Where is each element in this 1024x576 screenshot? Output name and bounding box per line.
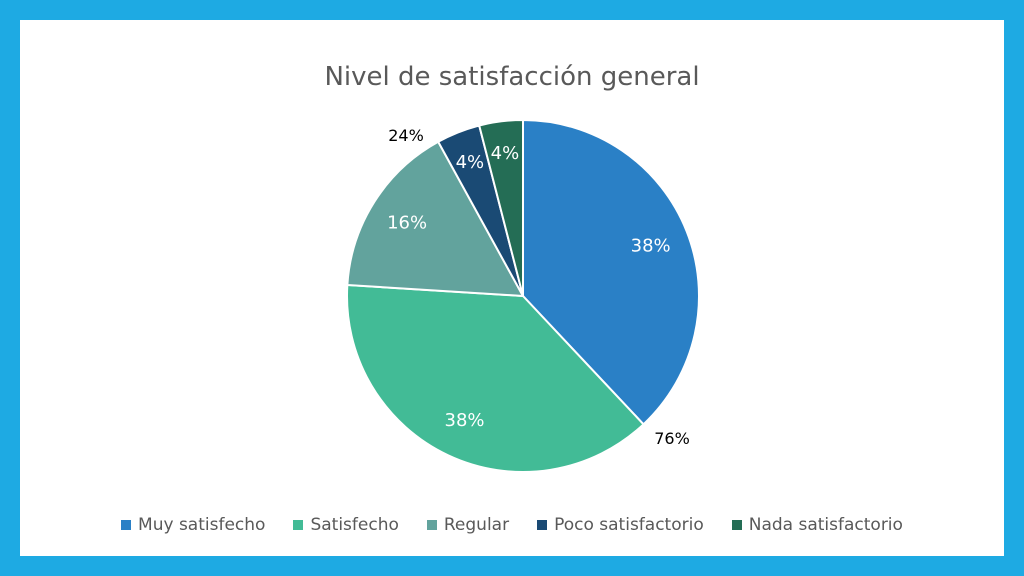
legend-item-0: Muy satisfecho bbox=[121, 515, 265, 535]
pie-slice-1 bbox=[346, 283, 645, 473]
legend-label-3: Poco satisfactorio bbox=[554, 515, 704, 535]
legend-swatch-2 bbox=[426, 520, 437, 530]
slice-data-label-0: 38% bbox=[631, 235, 671, 256]
chart-title: Nivel de satisfacción general bbox=[324, 62, 700, 92]
legend-item-2: Regular bbox=[426, 515, 510, 535]
legend-label-4: Nada satisfactorio bbox=[748, 515, 903, 535]
legend-item-3: Poco satisfactorio bbox=[537, 515, 704, 535]
pie-chart: 38% 38% 16% 4% 4% 76% 24% bbox=[346, 118, 700, 473]
slide-frame: Nivel de satisfacción general 38% 38% 16% 4… bbox=[20, 20, 1004, 556]
chart-legend: Muy satisfecho Satisfecho Regular Poco sati… bbox=[20, 515, 1004, 535]
legend-label-2: Regular bbox=[443, 515, 510, 535]
legend-swatch-4 bbox=[731, 520, 742, 530]
slice-data-label-3: 4% bbox=[456, 152, 485, 173]
slice-data-label-4: 4% bbox=[491, 143, 520, 164]
legend-item-4: Nada satisfactorio bbox=[731, 515, 903, 535]
legend-swatch-0 bbox=[121, 520, 132, 530]
pie-slice-4 bbox=[478, 118, 524, 297]
legend-item-1: Satisfecho bbox=[293, 515, 399, 535]
legend-label-0: Muy satisfecho bbox=[138, 515, 266, 535]
annotation-label-0: 76% bbox=[654, 429, 690, 448]
slice-data-label-1: 38% bbox=[445, 410, 485, 431]
slice-data-label-2: 16% bbox=[387, 212, 427, 233]
legend-swatch-1 bbox=[293, 520, 304, 530]
pie-slice-0 bbox=[522, 118, 700, 426]
pie-slice-2 bbox=[346, 140, 525, 298]
annotation-label-1: 24% bbox=[388, 126, 424, 145]
legend-label-1: Satisfecho bbox=[310, 515, 399, 535]
legend-swatch-3 bbox=[537, 520, 548, 530]
